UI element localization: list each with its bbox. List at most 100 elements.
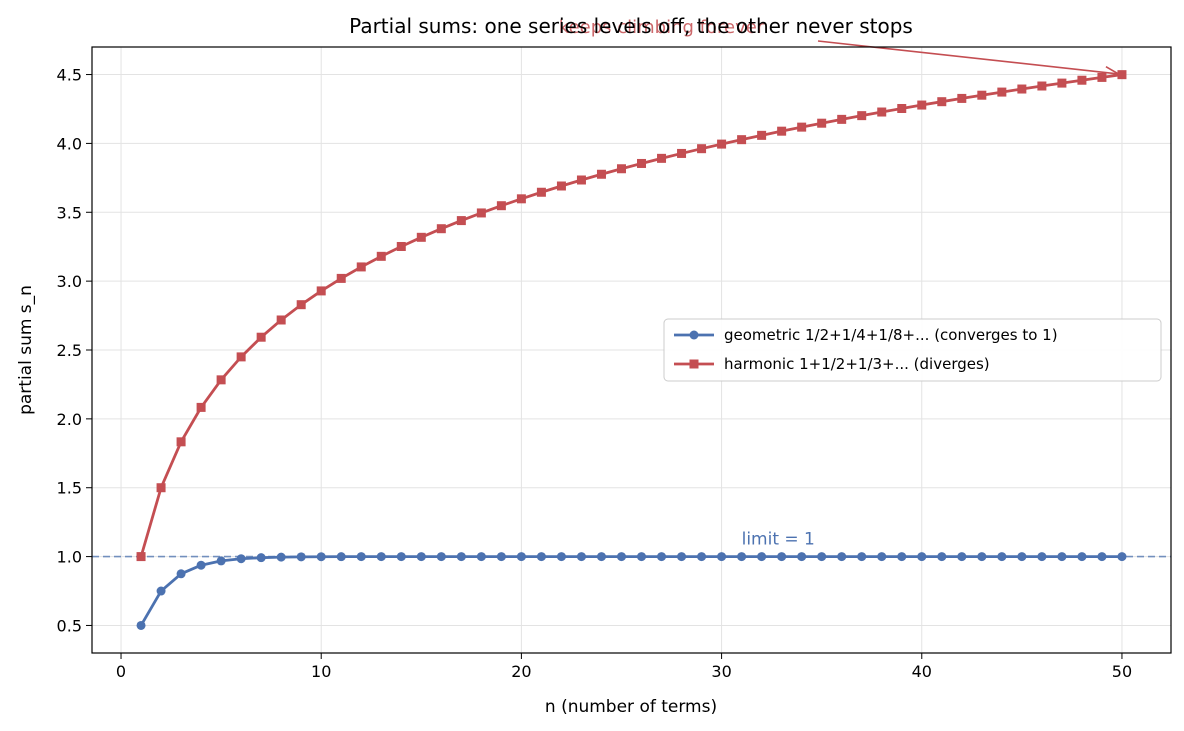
data-point bbox=[456, 216, 466, 226]
y-tick-label: 1.5 bbox=[57, 479, 82, 498]
data-point bbox=[977, 90, 987, 100]
annotation-text: keeps climbing forever bbox=[559, 17, 765, 38]
data-point bbox=[236, 352, 246, 362]
data-point bbox=[276, 552, 286, 562]
data-point bbox=[576, 175, 586, 185]
data-point bbox=[136, 620, 146, 630]
data-point bbox=[316, 286, 326, 296]
data-point bbox=[637, 552, 647, 562]
y-tick-label: 4.0 bbox=[57, 134, 82, 153]
data-point bbox=[1117, 552, 1127, 562]
data-point bbox=[657, 153, 667, 163]
legend-swatch-marker bbox=[689, 330, 699, 340]
data-point bbox=[637, 158, 647, 168]
x-tick-label: 40 bbox=[912, 662, 932, 681]
data-point bbox=[216, 556, 226, 566]
data-point bbox=[877, 552, 887, 562]
data-point bbox=[256, 332, 266, 342]
axis-ticks: 0 10 20 30 40 50 0.5 1.0 1.5 2.0 2.5 3.0 3.5 4.0 4.5 bbox=[57, 66, 1133, 681]
data-point bbox=[176, 437, 186, 447]
data-point bbox=[1017, 552, 1027, 562]
data-point bbox=[416, 232, 426, 242]
data-point bbox=[436, 552, 446, 562]
data-point bbox=[977, 552, 987, 562]
data-point bbox=[616, 552, 626, 562]
data-point bbox=[616, 164, 626, 174]
data-point bbox=[256, 553, 266, 563]
x-tick-label: 50 bbox=[1112, 662, 1132, 681]
data-point bbox=[797, 122, 807, 132]
y-tick-label: 0.5 bbox=[57, 616, 82, 635]
data-point bbox=[677, 552, 687, 562]
x-tick-label: 30 bbox=[711, 662, 731, 681]
data-point bbox=[737, 552, 747, 562]
y-axis-label: partial sum s_n bbox=[16, 285, 36, 415]
limit-label: limit = 1 bbox=[742, 530, 815, 550]
y-tick-label: 3.0 bbox=[57, 272, 82, 291]
data-point bbox=[717, 552, 727, 562]
data-point bbox=[436, 224, 446, 234]
data-point bbox=[697, 144, 707, 154]
data-point bbox=[276, 315, 286, 325]
data-point bbox=[917, 100, 927, 110]
annotation-arrow-head bbox=[1103, 65, 1120, 79]
data-point bbox=[596, 169, 606, 179]
data-point bbox=[516, 552, 526, 562]
y-tick-label: 2.5 bbox=[57, 341, 82, 360]
data-point bbox=[316, 552, 326, 562]
data-point bbox=[396, 552, 406, 562]
data-point bbox=[536, 187, 546, 197]
data-point bbox=[757, 130, 767, 140]
chart-title: Partial sums: one series levels off, the… bbox=[349, 14, 913, 38]
data-point bbox=[857, 111, 867, 121]
data-point bbox=[176, 569, 186, 579]
legend-label: geometric 1/2+1/4+1/8+... (converges to … bbox=[724, 326, 1058, 344]
data-point bbox=[1057, 552, 1067, 562]
data-point bbox=[576, 552, 586, 562]
y-tick-label: 2.0 bbox=[57, 410, 82, 429]
data-point bbox=[817, 118, 827, 128]
legend-entry: harmonic 1+1/2+1/3+... (diverges) bbox=[674, 355, 990, 373]
data-point bbox=[196, 402, 206, 412]
legend-label: harmonic 1+1/2+1/3+... (diverges) bbox=[724, 355, 990, 373]
data-point bbox=[496, 552, 506, 562]
data-point bbox=[296, 552, 306, 562]
data-point bbox=[156, 483, 166, 493]
x-tick-label: 0 bbox=[116, 662, 126, 681]
data-point bbox=[797, 552, 807, 562]
data-point bbox=[1037, 552, 1047, 562]
data-point bbox=[777, 552, 787, 562]
data-point bbox=[416, 552, 426, 562]
data-point bbox=[837, 114, 847, 124]
data-point bbox=[777, 126, 787, 136]
data-point bbox=[1117, 70, 1127, 80]
data-point bbox=[697, 552, 707, 562]
data-point bbox=[596, 552, 606, 562]
data-point bbox=[136, 552, 146, 562]
data-point bbox=[376, 251, 386, 261]
data-point bbox=[296, 300, 306, 310]
data-point bbox=[456, 552, 466, 562]
data-point bbox=[957, 552, 967, 562]
data-point bbox=[476, 208, 486, 218]
data-point bbox=[336, 552, 346, 562]
data-point bbox=[396, 241, 406, 251]
data-point bbox=[937, 97, 947, 107]
data-point bbox=[516, 194, 526, 204]
data-point bbox=[1077, 552, 1087, 562]
data-point bbox=[196, 560, 206, 570]
data-point bbox=[1077, 75, 1087, 85]
data-point bbox=[897, 103, 907, 113]
series-harmonic bbox=[136, 70, 1127, 562]
data-point bbox=[1097, 552, 1107, 562]
data-point bbox=[356, 262, 366, 272]
data-point bbox=[556, 181, 566, 191]
x-tick-label: 20 bbox=[511, 662, 531, 681]
legend: geometric 1/2+1/4+1/8+... (converges to … bbox=[663, 318, 1162, 382]
data-point bbox=[356, 552, 366, 562]
data-point bbox=[957, 93, 967, 103]
data-point bbox=[897, 552, 907, 562]
legend-swatch-marker bbox=[689, 359, 699, 369]
data-point bbox=[997, 552, 1007, 562]
